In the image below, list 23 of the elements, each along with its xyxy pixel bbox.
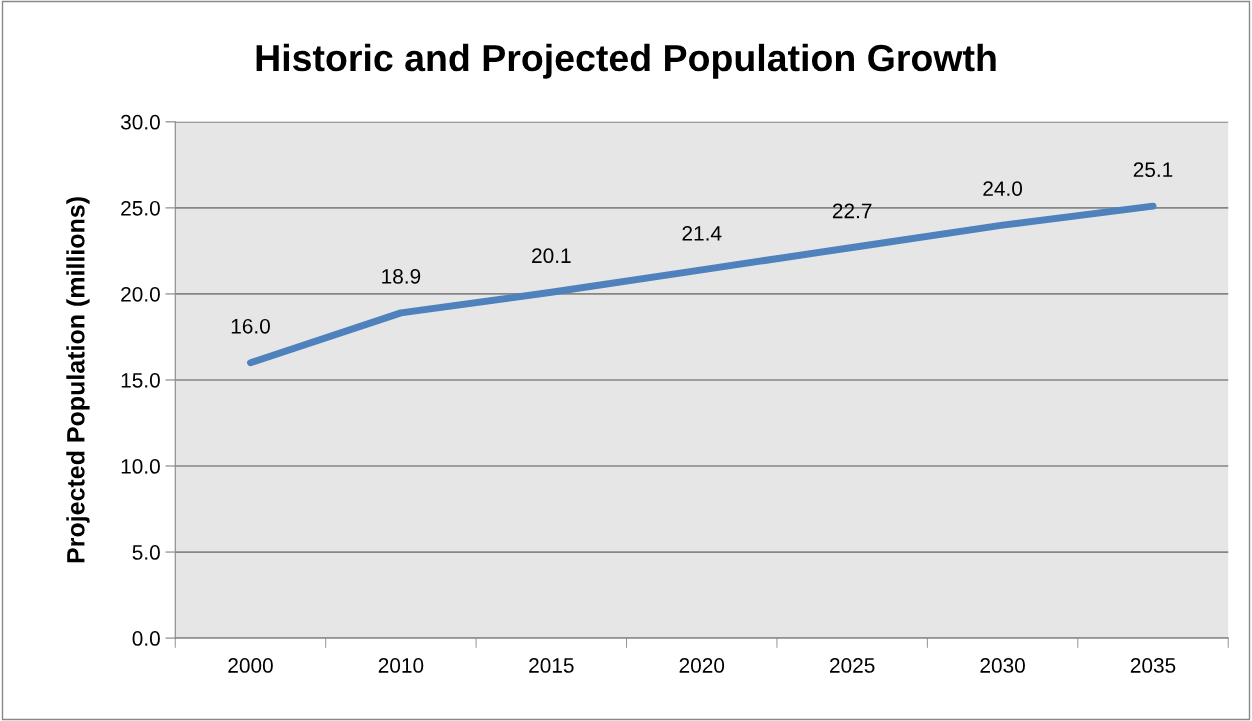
data-label: 22.7 — [832, 203, 872, 219]
y-axis-title: Projected Population (millions) — [66, 197, 90, 563]
y-tick-label: 25.0 — [121, 200, 160, 216]
y-tick-label: 30.0 — [120, 114, 160, 130]
x-tick-label: 2010 — [378, 658, 424, 673]
y-tick-label: 0.0 — [132, 631, 160, 646]
x-tick-label: 2020 — [679, 658, 725, 673]
x-tick-label: 2000 — [228, 658, 273, 673]
y-tick-label: 5.0 — [132, 545, 160, 560]
chart-title: Historic and Projected Population Growth — [256, 43, 996, 79]
data-label: 21.4 — [682, 225, 722, 241]
data-label: 20.1 — [532, 248, 571, 264]
data-label: 25.1 — [1133, 162, 1173, 178]
x-tick-label: 2035 — [1130, 658, 1176, 673]
y-tick-label: 20.0 — [121, 286, 160, 302]
data-label: 18.9 — [382, 268, 421, 284]
x-tick-label: 2030 — [980, 658, 1025, 673]
y-tick-label: 15.0 — [121, 372, 160, 388]
y-tick-label: 10.0 — [121, 459, 160, 474]
x-tick-label: 2015 — [529, 658, 574, 673]
data-label: 24.0 — [983, 181, 1023, 196]
data-label: 16.0 — [231, 318, 270, 334]
x-tick-label: 2025 — [830, 658, 875, 673]
